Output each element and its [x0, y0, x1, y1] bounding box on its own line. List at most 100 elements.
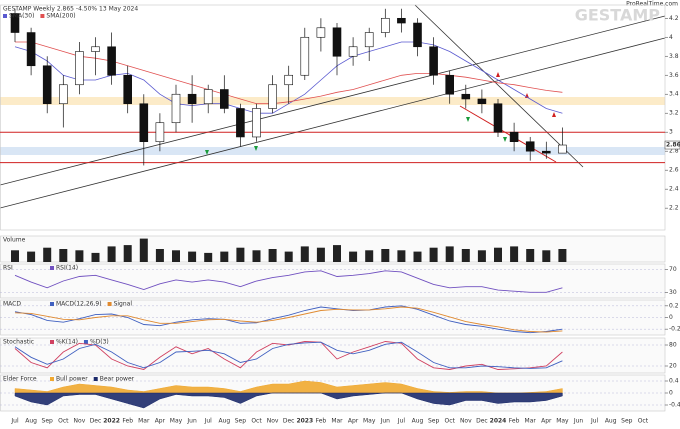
candle-body	[429, 46, 438, 76]
candle-body	[493, 103, 503, 133]
candle-body	[541, 150, 551, 154]
candle-body	[348, 46, 358, 57]
legend-swatch	[83, 340, 88, 344]
support-zone	[0, 147, 665, 155]
y-tick-label: 4	[669, 34, 673, 41]
legend-label: SMA(30)	[9, 13, 34, 20]
x-tick-label: Nov	[267, 418, 279, 425]
volume-bar	[11, 250, 19, 262]
volume-bar	[558, 249, 567, 262]
indicator-line	[14, 306, 563, 333]
legend-label: MACD(12,26,9)	[56, 301, 102, 308]
legend-label: Bear power	[100, 376, 135, 383]
y-tick-label: 2.4	[669, 186, 679, 193]
x-tick-label: Apr	[155, 418, 166, 425]
x-tick-label: Jun	[186, 418, 197, 425]
panel-title: MACD	[3, 301, 21, 308]
trend-line	[0, 15, 666, 186]
trend-line	[0, 37, 666, 209]
candle-body	[187, 93, 197, 105]
candle-body	[155, 122, 165, 143]
volume-bar	[316, 247, 325, 262]
candle-body	[220, 89, 229, 109]
legend-label: %D(3)	[90, 339, 109, 346]
volume-bar	[43, 247, 52, 262]
volume-bar	[526, 249, 535, 262]
volume-bar	[252, 250, 261, 262]
y-tick-label: 4.2	[669, 15, 679, 22]
x-tick-label: May	[363, 418, 376, 425]
x-tick-label: Mar	[138, 418, 150, 425]
volume-bar	[397, 250, 406, 262]
y-tick-label: 0.2	[669, 302, 679, 309]
plot-layer	[0, 4, 666, 231]
volume-bar	[204, 252, 213, 262]
resistance-zone	[0, 97, 665, 105]
legend-label: Signal	[114, 301, 133, 308]
candle-body	[268, 84, 277, 109]
panel-frame	[0, 4, 666, 231]
candle-body	[316, 27, 326, 38]
x-tick-label: Feb	[509, 418, 520, 425]
x-tick-label: May	[556, 418, 569, 425]
volume-bar	[188, 251, 197, 262]
legend-label: Bull power	[56, 376, 88, 383]
candle-body	[477, 98, 487, 105]
x-tick-label: Jun	[573, 418, 584, 425]
candle-body	[91, 46, 100, 52]
candle-body	[461, 93, 471, 100]
candle-body	[123, 74, 132, 105]
candle-body	[236, 108, 245, 138]
panel-title: Elder Force	[3, 376, 37, 383]
y-tick-label: 20	[669, 363, 677, 370]
signal-arrow	[503, 137, 507, 142]
signal-arrow	[205, 150, 209, 155]
y-tick-label: 2.6	[669, 167, 679, 174]
y-tick-label: 0	[669, 390, 673, 397]
x-tick-label: 2022	[103, 418, 120, 425]
volume-bar	[91, 252, 100, 262]
x-tick-label: Nov	[460, 418, 472, 425]
candle-body	[58, 84, 68, 105]
candle-body	[300, 36, 310, 76]
volume-bar	[284, 251, 293, 262]
y-tick-label: 3.4	[669, 91, 679, 98]
signal-arrow	[496, 72, 500, 77]
x-tick-label: Oct	[251, 418, 262, 425]
volume-bar	[236, 247, 245, 262]
volume-bar	[107, 246, 116, 262]
x-tick-label: Feb	[316, 418, 327, 425]
panel-title: Stochastic	[3, 339, 34, 346]
x-tick-label: Mar	[525, 418, 537, 425]
volume-bar	[365, 250, 374, 262]
y-tick-label: 3	[669, 129, 673, 136]
legend-swatch	[50, 340, 54, 344]
x-tick-label: Jul	[10, 418, 19, 425]
x-tick-label: Sep	[235, 418, 247, 425]
panel-title: Volume	[3, 237, 26, 244]
x-tick-label: Sep	[42, 418, 54, 425]
trend-line	[459, 105, 557, 163]
volume-bar	[510, 246, 519, 262]
x-tick-label: 2024	[490, 418, 507, 425]
candle-body	[139, 103, 149, 143]
y-tick-label: 70	[669, 266, 677, 273]
volume-bar	[75, 250, 84, 262]
indicator-line	[14, 341, 563, 369]
x-tick-label: Dec	[476, 418, 488, 425]
volume-bar	[27, 251, 36, 262]
x-tick-label: Dec	[90, 418, 102, 425]
indicator-area	[14, 392, 563, 409]
x-tick-label: Sep	[428, 418, 440, 425]
legend-swatch	[50, 302, 54, 306]
volume-bar	[429, 247, 438, 262]
volume-bar	[494, 247, 502, 262]
x-tick-label: Dec	[283, 418, 295, 425]
candle-body	[509, 131, 519, 143]
volume-bar	[413, 251, 422, 262]
trend-line	[414, 4, 584, 168]
volume-bar	[123, 245, 132, 262]
y-tick-label: 80	[669, 342, 677, 349]
